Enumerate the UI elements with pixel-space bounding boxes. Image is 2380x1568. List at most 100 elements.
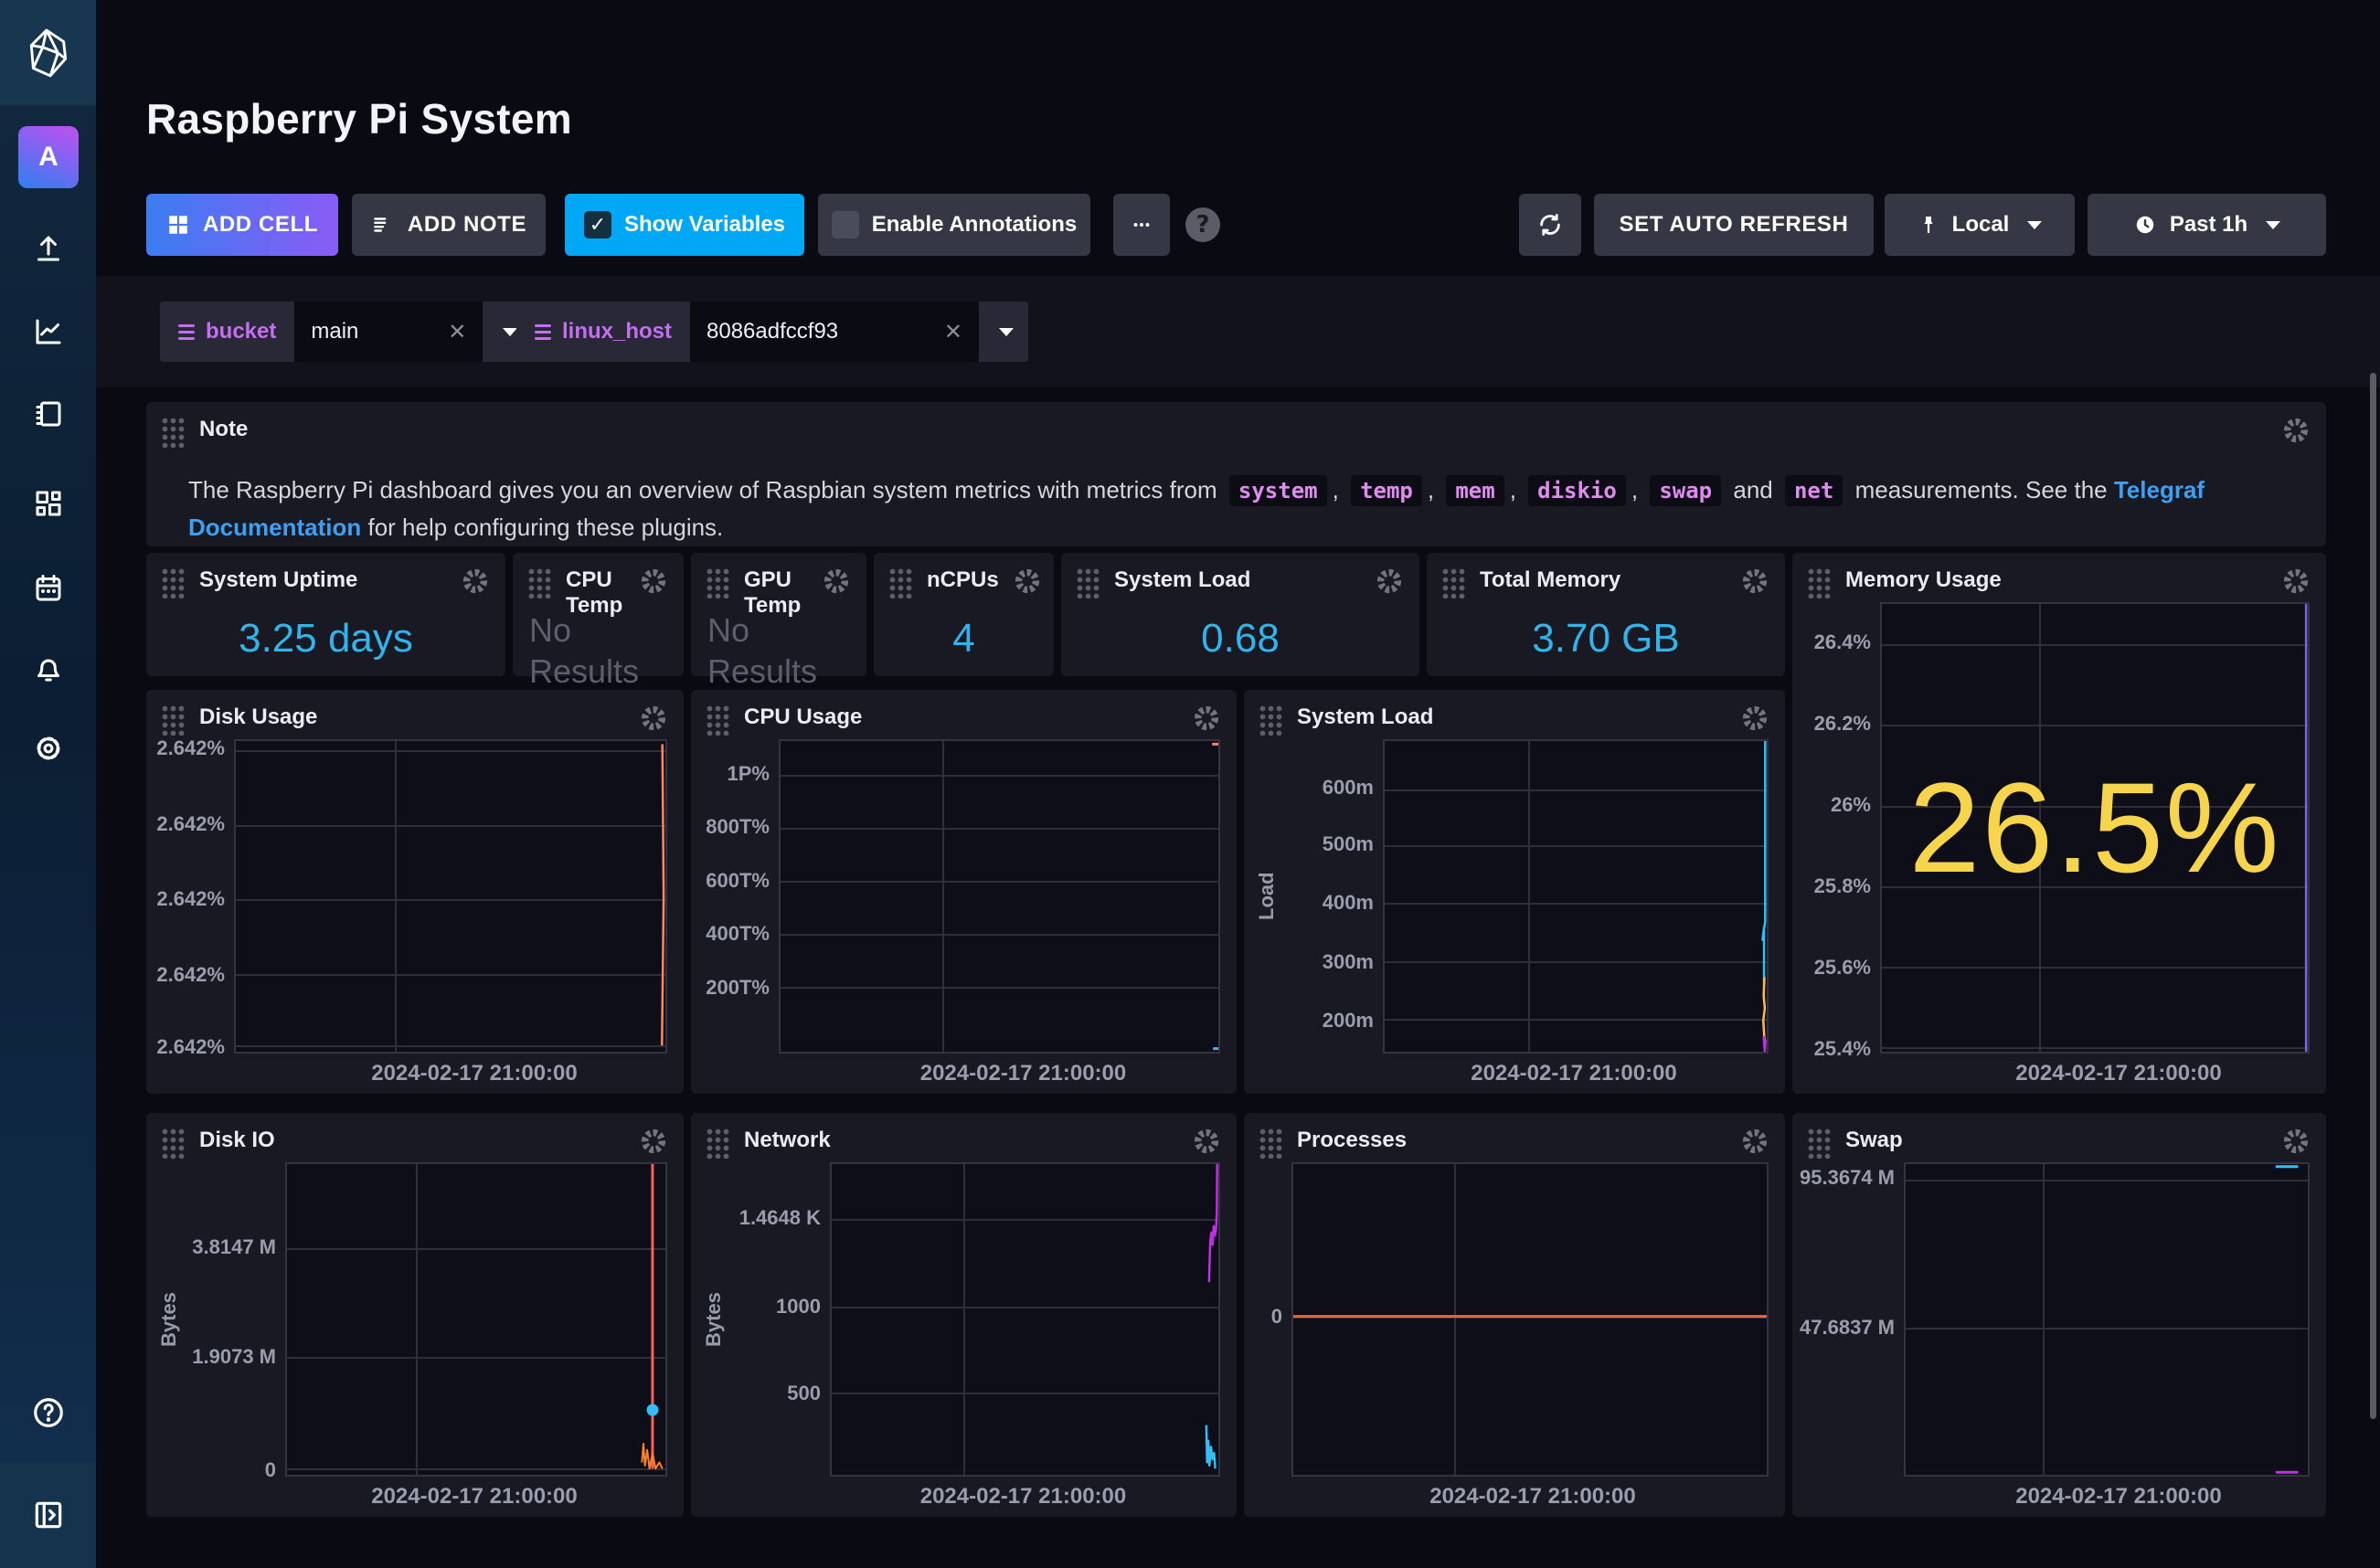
add-note-button[interactable]: ADD NOTE: [352, 194, 546, 256]
stat-value: 0.68: [1201, 615, 1280, 661]
sidebar-item-alerts[interactable]: [0, 652, 96, 685]
enable-annotations-toggle[interactable]: Enable Annotations: [818, 194, 1090, 256]
chevron-down-icon: [999, 327, 1015, 336]
gear-icon[interactable]: [823, 567, 850, 595]
drag-handle[interactable]: [161, 417, 185, 448]
note-text: The Raspberry Pi dashboard gives you an …: [188, 475, 2205, 541]
sidebar-item-settings[interactable]: [0, 732, 96, 765]
plot-area[interactable]: [285, 1162, 667, 1477]
stat-cell-cpu-temp: CPU Temp No Results: [513, 553, 684, 690]
show-variables-toggle[interactable]: ✓ Show Variables: [565, 194, 804, 256]
drag-handle[interactable]: [161, 705, 185, 736]
x-axis-label: 2024-02-17 21:00:00: [919, 1484, 1127, 1509]
cell-title: GPU Temp: [744, 567, 802, 618]
y-tick-label: 26.4%: [1813, 630, 1871, 654]
chart-cell-cpu-usage: CPU Usage 1P% 800T% 600T% 400T% 200T% 2024-0…: [691, 690, 1237, 1094]
sidebar-item-dashboards[interactable]: [0, 487, 96, 520]
checkmark-icon: ✓: [589, 213, 607, 237]
toolbar-help-button[interactable]: ?: [1185, 207, 1220, 242]
settings-gear-icon: [37, 736, 59, 760]
y-tick-label: 400T%: [706, 922, 770, 946]
timezone-dropdown[interactable]: Local: [1885, 194, 2075, 256]
variable-linux-host-label[interactable]: linux_host: [516, 302, 691, 362]
sidebar-item-notebooks[interactable]: [0, 397, 96, 430]
drag-handle[interactable]: [706, 705, 729, 736]
gear-icon[interactable]: [1014, 567, 1041, 595]
drag-handle[interactable]: [161, 1128, 185, 1159]
y-tick-label: 95.3674 M: [1800, 1166, 1895, 1190]
page-scrollbar[interactable]: [2370, 373, 2376, 1419]
telegraf-documentation-link[interactable]: Telegraf Documentation: [188, 476, 2205, 541]
drag-handle[interactable]: [1076, 567, 1100, 599]
y-tick-label: 800T%: [706, 815, 770, 839]
enable-annotations-label: Enable Annotations: [871, 212, 1078, 237]
gear-icon[interactable]: [1741, 705, 1769, 732]
sidebar-item-help[interactable]: [0, 1395, 96, 1430]
plot-area[interactable]: [1904, 1162, 2310, 1477]
influxdb-logo[interactable]: [0, 0, 96, 105]
time-range-dropdown[interactable]: Past 1h: [2088, 194, 2326, 256]
sidebar-item-data-explorer[interactable]: [0, 315, 96, 348]
variable-bucket-label[interactable]: bucket: [160, 302, 295, 362]
refresh-button[interactable]: [1519, 194, 1581, 256]
y-tick-label: 1.4648 K: [738, 1205, 821, 1229]
drag-handle[interactable]: [161, 567, 185, 599]
org-avatar[interactable]: A: [18, 126, 79, 188]
plot-area[interactable]: [830, 1162, 1220, 1477]
drag-handle[interactable]: [888, 567, 912, 599]
gear-icon[interactable]: [1193, 1128, 1220, 1155]
y-tick-label: 1000: [776, 1295, 821, 1319]
set-auto-refresh-button[interactable]: SET AUTO REFRESH: [1594, 194, 1874, 256]
upload-icon: [37, 236, 59, 261]
show-variables-checkbox[interactable]: ✓: [583, 211, 611, 238]
gear-icon[interactable]: [1376, 567, 1403, 595]
stat-cell-system-uptime: System Uptime 3.25 days: [146, 553, 505, 676]
plot-area[interactable]: [779, 739, 1220, 1054]
sidebar-item-expand-nav[interactable]: [0, 1498, 96, 1532]
drag-handle[interactable]: [706, 567, 729, 599]
plot-area[interactable]: 26.5%: [1880, 602, 2310, 1054]
drag-handle[interactable]: [1259, 1128, 1282, 1159]
cell-title: nCPUs: [927, 567, 999, 592]
gear-icon[interactable]: [640, 1128, 667, 1155]
drag-handle[interactable]: [1441, 567, 1465, 599]
gear-icon[interactable]: [640, 705, 667, 732]
plot-area[interactable]: [1291, 1162, 1769, 1477]
sidebar-item-tasks[interactable]: [0, 572, 96, 605]
calendar-icon: [36, 575, 60, 601]
gear-icon[interactable]: [1741, 567, 1769, 595]
variable-linux-host-value[interactable]: 8086adfccf93 ✕: [690, 302, 980, 362]
y-tick-label: 0: [264, 1458, 276, 1482]
plot-area[interactable]: [234, 739, 667, 1054]
clear-value-icon[interactable]: ✕: [943, 319, 963, 344]
gear-icon[interactable]: [2282, 1128, 2310, 1155]
gear-icon[interactable]: [2282, 567, 2310, 595]
add-note-label: ADD NOTE: [407, 212, 527, 237]
gear-icon[interactable]: [640, 567, 667, 595]
add-cell-button[interactable]: ADD CELL: [146, 194, 338, 256]
x-axis-label: 2024-02-17 21:00:00: [371, 1484, 578, 1509]
enable-annotations-checkbox[interactable]: [831, 211, 859, 238]
time-range-label: Past 1h: [2169, 212, 2248, 237]
graph-icon: [36, 319, 60, 344]
stat-cell-gpu-temp: GPU Temp No Results: [691, 553, 866, 690]
variable-bucket-value[interactable]: main ✕: [294, 302, 483, 362]
drag-handle[interactable]: [1807, 567, 1831, 599]
cell-title: CPU Usage: [744, 705, 863, 729]
gear-icon[interactable]: [2282, 417, 2310, 444]
x-axis-label: 2024-02-17 21:00:00: [2015, 1484, 2222, 1509]
gear-icon[interactable]: [1741, 1128, 1769, 1155]
cell-title: System Load: [1297, 705, 1434, 729]
clear-value-icon[interactable]: ✕: [448, 319, 467, 344]
gear-icon[interactable]: [1193, 705, 1220, 732]
more-options-button[interactable]: [1113, 194, 1170, 256]
sidebar-item-upload[interactable]: [0, 232, 96, 265]
drag-handle[interactable]: [1807, 1128, 1831, 1159]
drag-handle[interactable]: [527, 567, 551, 599]
plot-area[interactable]: [1383, 739, 1769, 1054]
variable-linux-host-dropdown[interactable]: [979, 302, 1029, 362]
gear-icon[interactable]: [462, 567, 489, 595]
drag-handle[interactable]: [1259, 705, 1282, 736]
drag-handle[interactable]: [706, 1128, 729, 1159]
y-axis-ticks: 95.3674 M 47.6837 M: [1800, 1162, 1904, 1477]
